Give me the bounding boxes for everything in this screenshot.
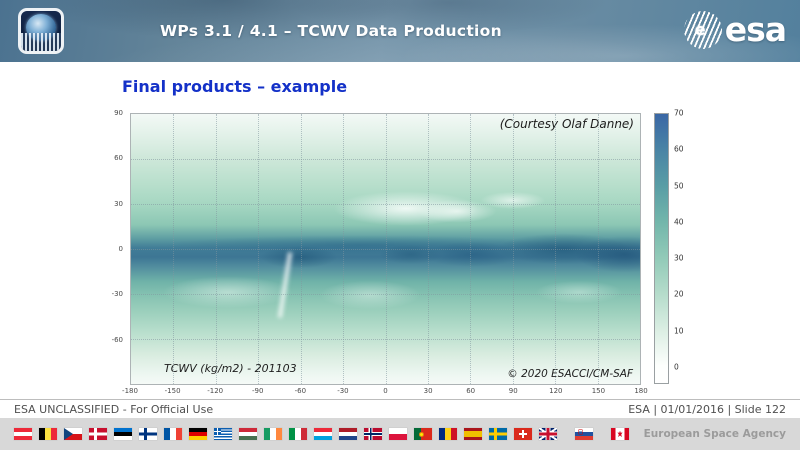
mission-globe-logo-icon <box>18 8 64 54</box>
agency-name: European Space Agency <box>643 428 786 440</box>
y-axis-label: 0 <box>118 245 123 253</box>
flag-pt <box>414 428 432 440</box>
flag-gr <box>214 428 232 440</box>
grid-line <box>131 339 640 340</box>
colorbar-label: 10 <box>674 326 684 336</box>
colorbar-label: 50 <box>674 181 684 191</box>
esa-logo: e esa <box>683 9 787 49</box>
classification-text: ESA UNCLASSIFIED - For Official Use <box>14 403 214 416</box>
flag-it <box>289 428 307 440</box>
grid-line <box>131 204 640 205</box>
colorbar-label: 60 <box>674 144 684 154</box>
y-axis-label: -60 <box>111 335 123 344</box>
flag-ro <box>439 428 457 440</box>
esa-wordmark: esa <box>724 9 787 49</box>
flag-es <box>464 428 482 440</box>
x-axis-label: 120 <box>549 387 563 395</box>
flag-pl <box>389 428 407 440</box>
flag-fi <box>139 428 157 440</box>
flag-band: European Space Agency <box>0 418 800 450</box>
grid-line <box>131 159 640 160</box>
flag-si <box>575 428 593 440</box>
esa-globe-icon: e <box>683 11 722 49</box>
flag-dk <box>89 428 107 440</box>
map-caption: TCWV (kg/m2) - 201103 <box>164 362 297 375</box>
x-axis-label: 0 <box>383 387 388 395</box>
map-y-axis: 90 60 30 0 -30 -60 <box>98 109 126 385</box>
x-axis-label: -150 <box>164 387 181 395</box>
x-axis-label: 60 <box>466 387 476 395</box>
grid-line <box>131 294 640 295</box>
flag-ie <box>264 428 282 440</box>
flag-be <box>39 428 57 440</box>
flag-at <box>14 428 32 440</box>
header-title: WPs 3.1 / 4.1 – TCWV Data Production <box>160 22 502 40</box>
flag-hu <box>239 428 257 440</box>
flag-nl <box>339 428 357 440</box>
flag-de <box>189 428 207 440</box>
flag-ca <box>611 428 629 440</box>
colorbar-label: 30 <box>674 253 684 263</box>
slide-info: ESA | 01/01/2016 | Slide 122 <box>628 403 786 416</box>
map-plot: (Courtesy Olaf Danne) TCWV (kg/m2) - 201… <box>130 113 641 385</box>
x-axis-label: 30 <box>423 387 433 395</box>
x-axis-label: -30 <box>337 387 349 395</box>
flag-cz <box>64 428 82 440</box>
flag-fr <box>164 428 182 440</box>
colorbar-label: 20 <box>674 289 684 299</box>
x-axis-label: 90 <box>508 387 518 395</box>
y-axis-label: 90 <box>114 109 123 117</box>
colorbar-labels: 0 10 20 30 40 50 60 70 <box>674 109 696 384</box>
andes-dry-strip <box>277 252 293 318</box>
copyright-note: © 2020 ESACCI/CM-SAF <box>507 368 633 380</box>
colorbar-label: 70 <box>674 108 684 118</box>
x-axis-label: 180 <box>634 387 648 395</box>
colorbar-label: 40 <box>674 217 684 227</box>
colorbar <box>654 113 669 384</box>
flag-no <box>364 428 382 440</box>
x-axis-label: -60 <box>294 387 307 395</box>
colorbar-label: 0 <box>674 362 679 372</box>
flag-lu <box>314 428 332 440</box>
footer-divider <box>0 399 800 400</box>
flag-se <box>489 428 507 440</box>
x-axis-label: 150 <box>591 387 606 395</box>
y-axis-label: 30 <box>114 199 123 208</box>
courtesy-note: (Courtesy Olaf Danne) <box>499 117 634 131</box>
x-axis-label: -120 <box>207 387 224 395</box>
map-x-axis: -180 -150 -120 -90 -60 -30 0 30 60 90 120 150 180 <box>122 387 648 397</box>
flag-ee <box>114 428 132 440</box>
esa-globe-letter: e <box>694 20 706 39</box>
y-axis-label: 60 <box>114 154 123 163</box>
flag-ch <box>514 428 532 440</box>
slide-heading: Final products – example <box>122 77 348 96</box>
y-axis-label: -30 <box>111 290 123 299</box>
grid-line <box>131 249 640 250</box>
header-band: WPs 3.1 / 4.1 – TCWV Data Production e e… <box>0 0 800 62</box>
flag-gb <box>539 428 557 440</box>
x-axis-label: -90 <box>252 387 264 395</box>
x-axis-label: -180 <box>122 387 138 395</box>
